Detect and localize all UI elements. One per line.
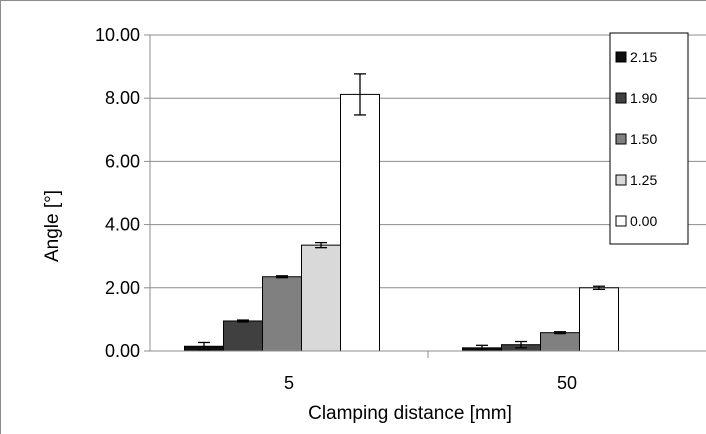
legend: 2.15 1.90 1.50 1.25 0.00: [609, 32, 689, 245]
x-tick-label: 5: [284, 373, 294, 393]
bar-1.50-5: [262, 276, 302, 352]
y-tick-label: 10.00: [95, 25, 140, 45]
x-axis-title: Clamping distance [mm]: [308, 403, 512, 424]
y-tick-label: 2.00: [105, 278, 140, 298]
axes: [149, 35, 706, 352]
y-tick-label: 0.00: [105, 341, 140, 361]
legend-label: 2.15: [630, 49, 657, 65]
legend-label: 1.25: [630, 172, 657, 188]
legend-label: 1.50: [630, 131, 657, 147]
bar-1.50-50: [540, 332, 580, 352]
bar-1.90-5: [223, 320, 263, 352]
bars: [184, 73, 619, 352]
x-tick-label: 50: [557, 373, 577, 393]
legend-swatch: [615, 174, 627, 186]
legend-swatch: [615, 92, 627, 104]
bar-0.00-50: [579, 287, 619, 352]
legend-swatch: [615, 51, 627, 63]
y-tick-labels: 0.00 2.00 4.00 6.00 8.00 10.00: [95, 25, 140, 361]
legend-label: 1.90: [630, 90, 657, 106]
y-tick-label: 4.00: [105, 215, 140, 235]
bar-0.00-5: [340, 93, 380, 352]
y-axis-title: Angle [°]: [42, 190, 63, 262]
y-tick-label: 6.00: [105, 151, 140, 171]
legend-swatch: [615, 215, 627, 227]
legend-label: 0.00: [630, 213, 657, 229]
bar-1.25-5: [301, 244, 341, 352]
y-tick-label: 8.00: [105, 88, 140, 108]
legend-swatch: [615, 133, 627, 145]
x-tick-labels: 5 50: [284, 373, 577, 393]
